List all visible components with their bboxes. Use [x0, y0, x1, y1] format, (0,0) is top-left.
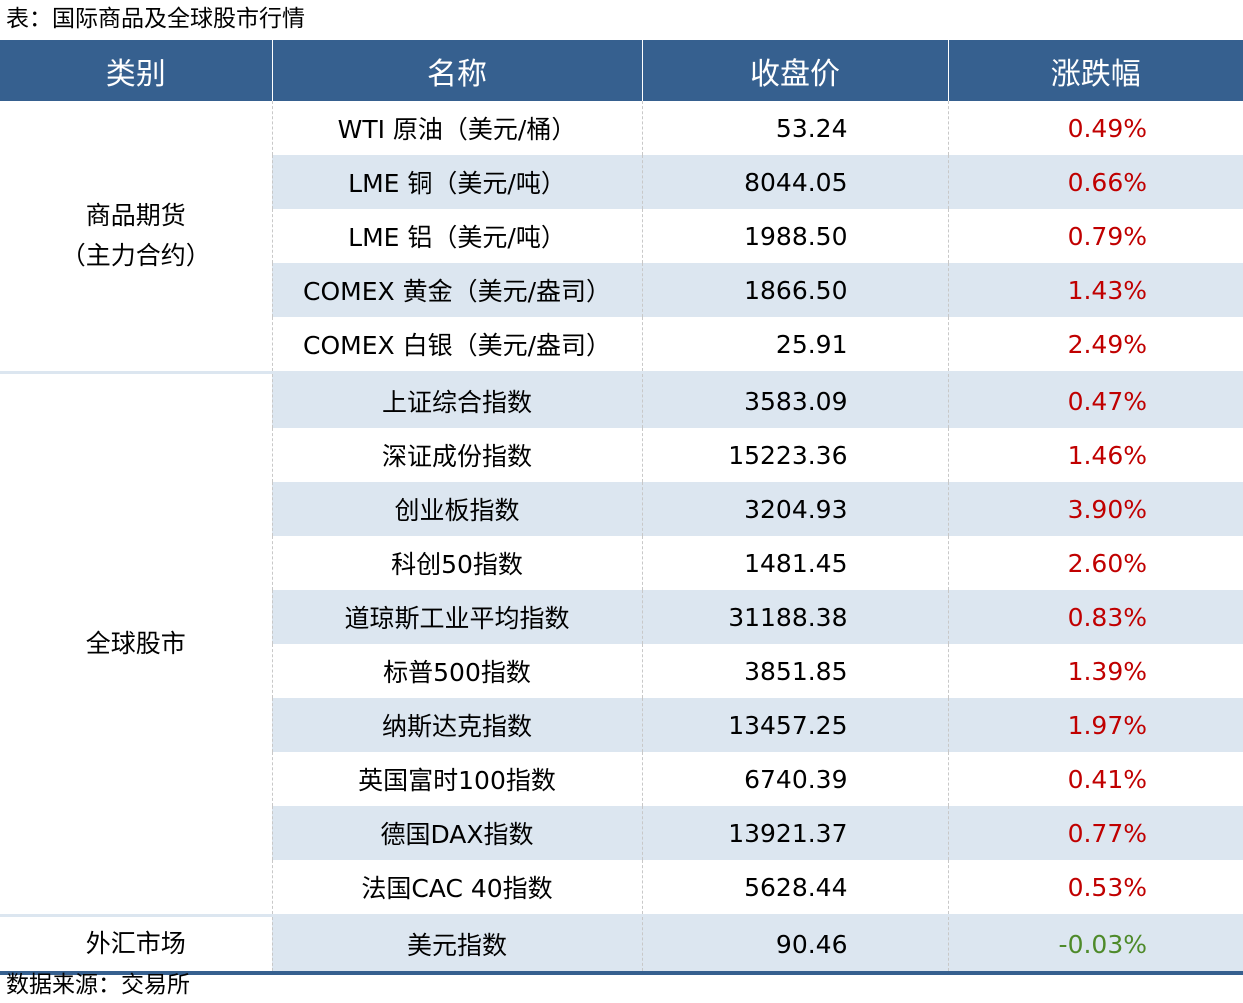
- change-cell: 0.77%: [947, 806, 1243, 860]
- change-cell: 0.79%: [947, 209, 1243, 263]
- table-row: 标普500指数 3851.85 1.39%: [0, 644, 1243, 698]
- name-cell: LME 铝（美元/吨）: [271, 209, 642, 263]
- name-cell: 德国DAX指数: [271, 806, 642, 860]
- name-cell: 上证综合指数: [271, 371, 642, 428]
- table-row: 外汇市场 美元指数 90.46 -0.03%: [0, 914, 1243, 975]
- name-cell: LME 铜（美元/吨）: [271, 155, 642, 209]
- name-cell: 英国富时100指数: [271, 752, 642, 806]
- change-cell: 0.66%: [947, 155, 1243, 209]
- table-row: 科创50指数 1481.45 2.60%: [0, 536, 1243, 590]
- price-cell: 3204.93: [641, 482, 948, 536]
- table-row: LME 铜（美元/吨） 8044.05 0.66%: [0, 155, 1243, 209]
- price-cell: 25.91: [641, 317, 948, 373]
- name-cell: WTI 原油（美元/桶）: [271, 101, 642, 155]
- name-cell: 创业板指数: [271, 482, 642, 536]
- change-cell: 0.53%: [947, 860, 1243, 916]
- category-cell: 商品期货 （主力合约）: [0, 101, 272, 373]
- name-cell: 深证成份指数: [271, 428, 642, 482]
- header-change: 涨跌幅: [947, 40, 1243, 101]
- price-cell: 6740.39: [641, 752, 948, 806]
- price-cell: 3583.09: [641, 371, 948, 428]
- price-cell: 13457.25: [641, 698, 948, 752]
- table-row: 深证成份指数 15223.36 1.46%: [0, 428, 1243, 482]
- change-cell: 1.46%: [947, 428, 1243, 482]
- price-cell: 1988.50: [641, 209, 948, 263]
- category-label: 全球股市: [85, 629, 186, 658]
- name-cell: 纳斯达克指数: [271, 698, 642, 752]
- price-cell: 90.46: [641, 914, 948, 975]
- name-cell: COMEX 黄金（美元/盎司）: [271, 263, 642, 317]
- header-name: 名称: [271, 40, 642, 101]
- data-source: 数据来源：交易所: [6, 972, 190, 998]
- price-cell: 15223.36: [641, 428, 948, 482]
- price-cell: 5628.44: [641, 860, 948, 916]
- market-table: 类别 名称 收盘价 涨跌幅 商品期货 （主力合约） WTI 原油（美元/桶） 53.2…: [0, 40, 1243, 975]
- name-cell: 美元指数: [271, 914, 642, 975]
- change-cell: 1.43%: [947, 263, 1243, 317]
- name-cell: 道琼斯工业平均指数: [271, 590, 642, 644]
- price-cell: 3851.85: [641, 644, 948, 698]
- table-row: 全球股市 上证综合指数 3583.09 0.47%: [0, 371, 1243, 916]
- table-row: 商品期货 （主力合约） WTI 原油（美元/桶） 53.24 0.49%: [0, 101, 1243, 373]
- change-cell: 1.39%: [947, 644, 1243, 698]
- change-cell: 0.47%: [947, 371, 1243, 428]
- change-cell: -0.03%: [947, 914, 1243, 975]
- table-row: LME 铝（美元/吨） 1988.50 0.79%: [0, 209, 1243, 263]
- price-cell: 1866.50: [641, 263, 948, 317]
- table-row: 德国DAX指数 13921.37 0.77%: [0, 806, 1243, 860]
- price-cell: 31188.38: [641, 590, 948, 644]
- change-cell: 2.60%: [947, 536, 1243, 590]
- change-cell: 2.49%: [947, 317, 1243, 373]
- name-cell: 法国CAC 40指数: [271, 860, 642, 916]
- table-title: 表：国际商品及全球股市行情: [6, 6, 305, 32]
- table-row: COMEX 白银（美元/盎司） 25.91 2.49%: [0, 317, 1243, 373]
- table-row: 道琼斯工业平均指数 31188.38 0.83%: [0, 590, 1243, 644]
- price-cell: 13921.37: [641, 806, 948, 860]
- category-cell: 全球股市: [0, 371, 272, 916]
- name-cell: 标普500指数: [271, 644, 642, 698]
- category-label: 外汇市场: [85, 929, 186, 958]
- name-cell: 科创50指数: [271, 536, 642, 590]
- category-cell: 外汇市场: [0, 914, 272, 975]
- header-row: 类别 名称 收盘价 涨跌幅: [0, 40, 1243, 101]
- name-cell: COMEX 白银（美元/盎司）: [271, 317, 642, 373]
- table-row: COMEX 黄金（美元/盎司） 1866.50 1.43%: [0, 263, 1243, 317]
- change-cell: 0.41%: [947, 752, 1243, 806]
- price-cell: 8044.05: [641, 155, 948, 209]
- price-cell: 1481.45: [641, 536, 948, 590]
- price-cell: 53.24: [641, 101, 948, 155]
- table-row: 法国CAC 40指数 5628.44 0.53%: [0, 860, 1243, 916]
- header-price: 收盘价: [641, 40, 948, 101]
- change-cell: 3.90%: [947, 482, 1243, 536]
- header-category: 类别: [0, 40, 272, 101]
- change-cell: 0.83%: [947, 590, 1243, 644]
- table-row: 创业板指数 3204.93 3.90%: [0, 482, 1243, 536]
- category-label: 商品期货: [85, 201, 186, 230]
- change-cell: 1.97%: [947, 698, 1243, 752]
- category-label: （主力合约）: [60, 241, 211, 270]
- table-row: 纳斯达克指数 13457.25 1.97%: [0, 698, 1243, 752]
- change-cell: 0.49%: [947, 101, 1243, 155]
- table-row: 英国富时100指数 6740.39 0.41%: [0, 752, 1243, 806]
